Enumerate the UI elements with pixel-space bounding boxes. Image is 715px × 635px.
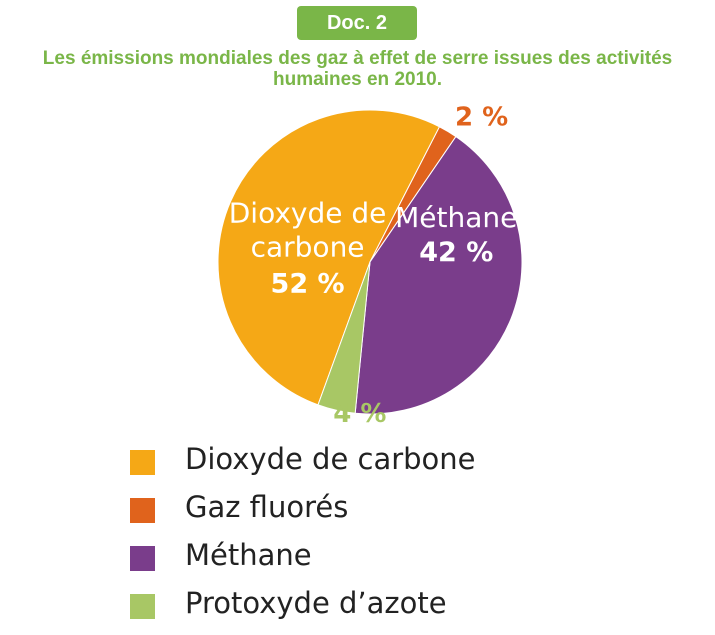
slice-label-nitrous-oxide-value: 4 %: [333, 399, 386, 429]
pie-slice-methane: [354, 135, 523, 415]
slice-label-fluorinated-value: 2 %: [455, 102, 508, 132]
slice-label-methane-value: 42 %: [419, 237, 493, 268]
slice-label-co2-name-1: Dioxyde de: [229, 196, 387, 229]
chart-title-line-1: Les émissions mondiales des gaz à effet …: [42, 48, 673, 69]
legend-label-methane: Méthane: [185, 538, 312, 572]
slice-label-co2-name-2: carbone: [251, 230, 365, 263]
legend-swatch-nitrous-oxide: [130, 594, 155, 619]
chart-title-line-2: humaines en 2010.: [273, 69, 442, 90]
legend-label-co2: Dioxyde de carbone: [185, 442, 476, 476]
chart-title: Les émissions mondiales des gaz à effet …: [0, 48, 715, 90]
legend-label-nitrous-oxide: Protoxyde d’azote: [185, 586, 447, 620]
legend-label-fluorinated: Gaz fluorés: [185, 490, 349, 524]
doc-badge: Doc. 2: [297, 6, 417, 40]
slice-label-methane-name: Méthane: [395, 201, 517, 234]
slice-label-co2-value: 52 %: [271, 268, 345, 299]
legend-swatch-methane: [130, 546, 155, 571]
legend-swatch-co2: [130, 450, 155, 475]
pie-slice-nitrous-oxide: [317, 261, 371, 414]
legend-swatch-fluorinated: [130, 498, 155, 523]
pie-slice-co2: [217, 109, 441, 406]
